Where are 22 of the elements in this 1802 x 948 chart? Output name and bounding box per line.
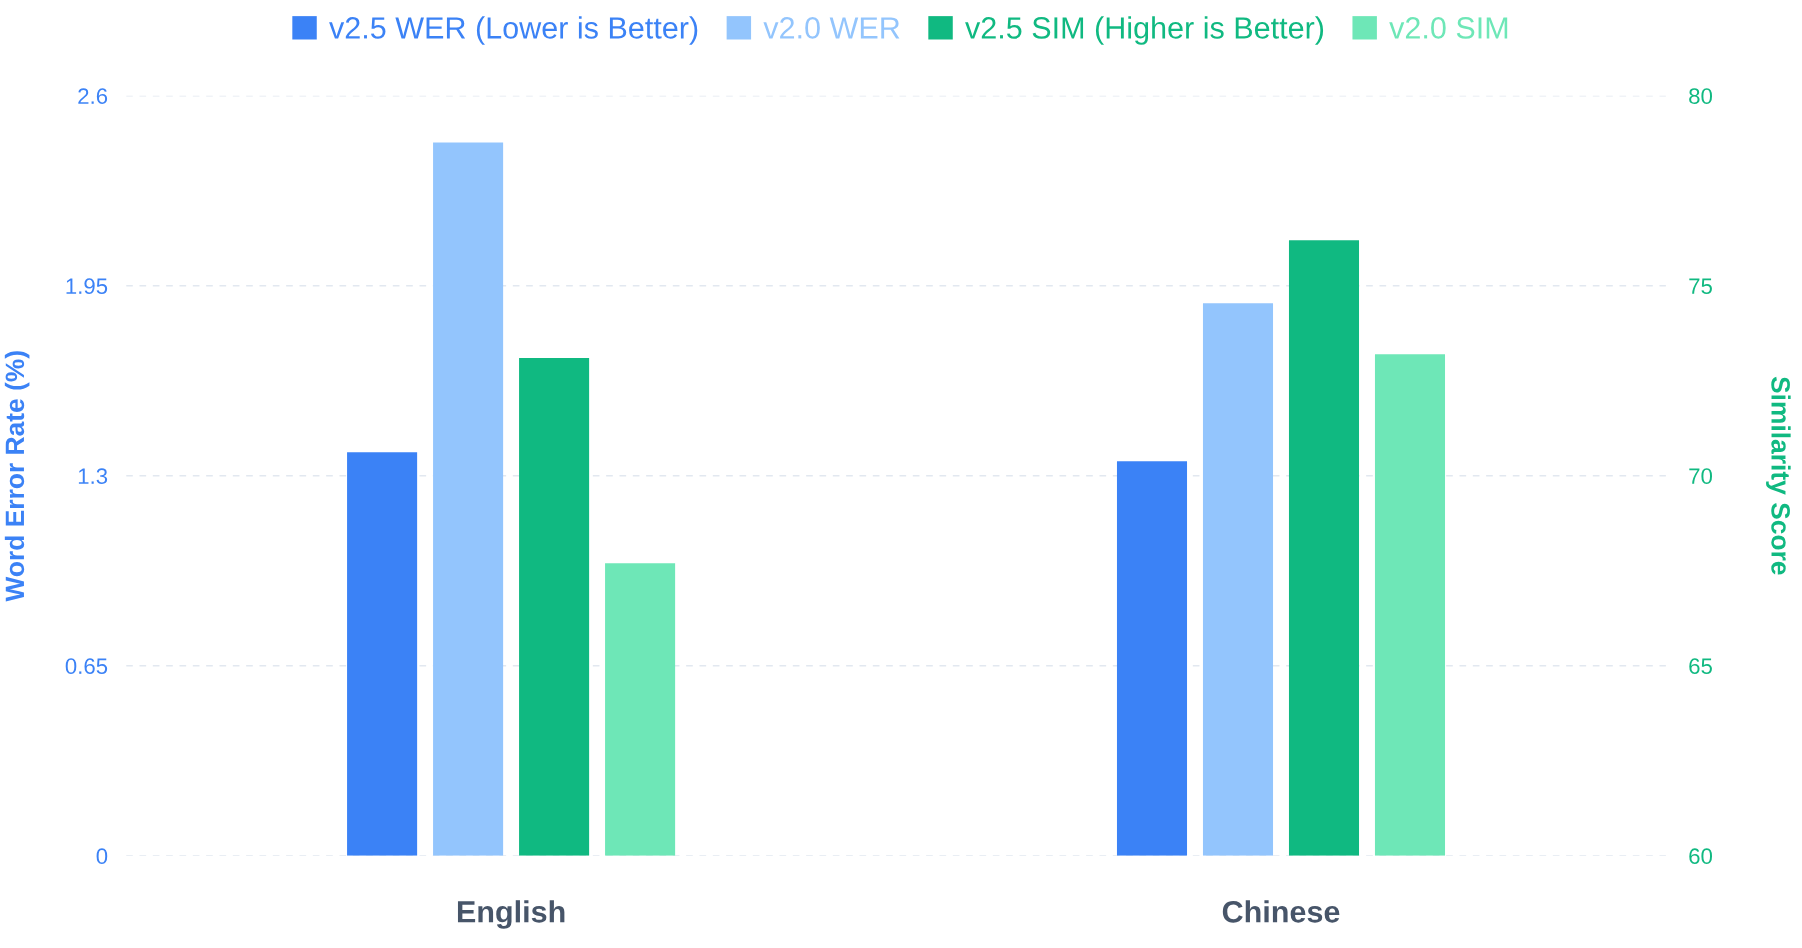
legend-label: v2.0 SIM: [1389, 17, 1508, 39]
y-tick-label: 0.65: [65, 658, 108, 675]
y2-tick-label: 75: [1689, 278, 1712, 295]
legend-label: v2.5 SIM (Higher is Better): [965, 16, 1324, 45]
bar: [347, 452, 418, 856]
y-tick-label: 1.95: [66, 278, 108, 295]
bar: [1202, 303, 1274, 856]
x-tick-label: Chinese: [1222, 900, 1340, 923]
legend-label: v2.0 WER: [763, 17, 900, 39]
y-tick-label: 0: [96, 848, 108, 865]
y2-tick-label: 80: [1689, 88, 1713, 105]
bar: [1116, 461, 1188, 856]
y2-tick-label: 60: [1689, 848, 1713, 865]
y-tick-label: 2.6: [78, 88, 108, 105]
y2-tick-label: 65: [1689, 658, 1712, 675]
bar: [433, 142, 504, 856]
legend-label: v2.5 WER (Lower is Better): [329, 16, 698, 45]
x-tick-label: English: [457, 900, 565, 929]
y2-axis-title: Similarity Score: [1766, 376, 1791, 575]
y-tick-label: 1.3: [78, 468, 108, 485]
y-axis-title: Word Error Rate (%): [4, 351, 30, 602]
y2-tick-label: 70: [1689, 468, 1713, 485]
